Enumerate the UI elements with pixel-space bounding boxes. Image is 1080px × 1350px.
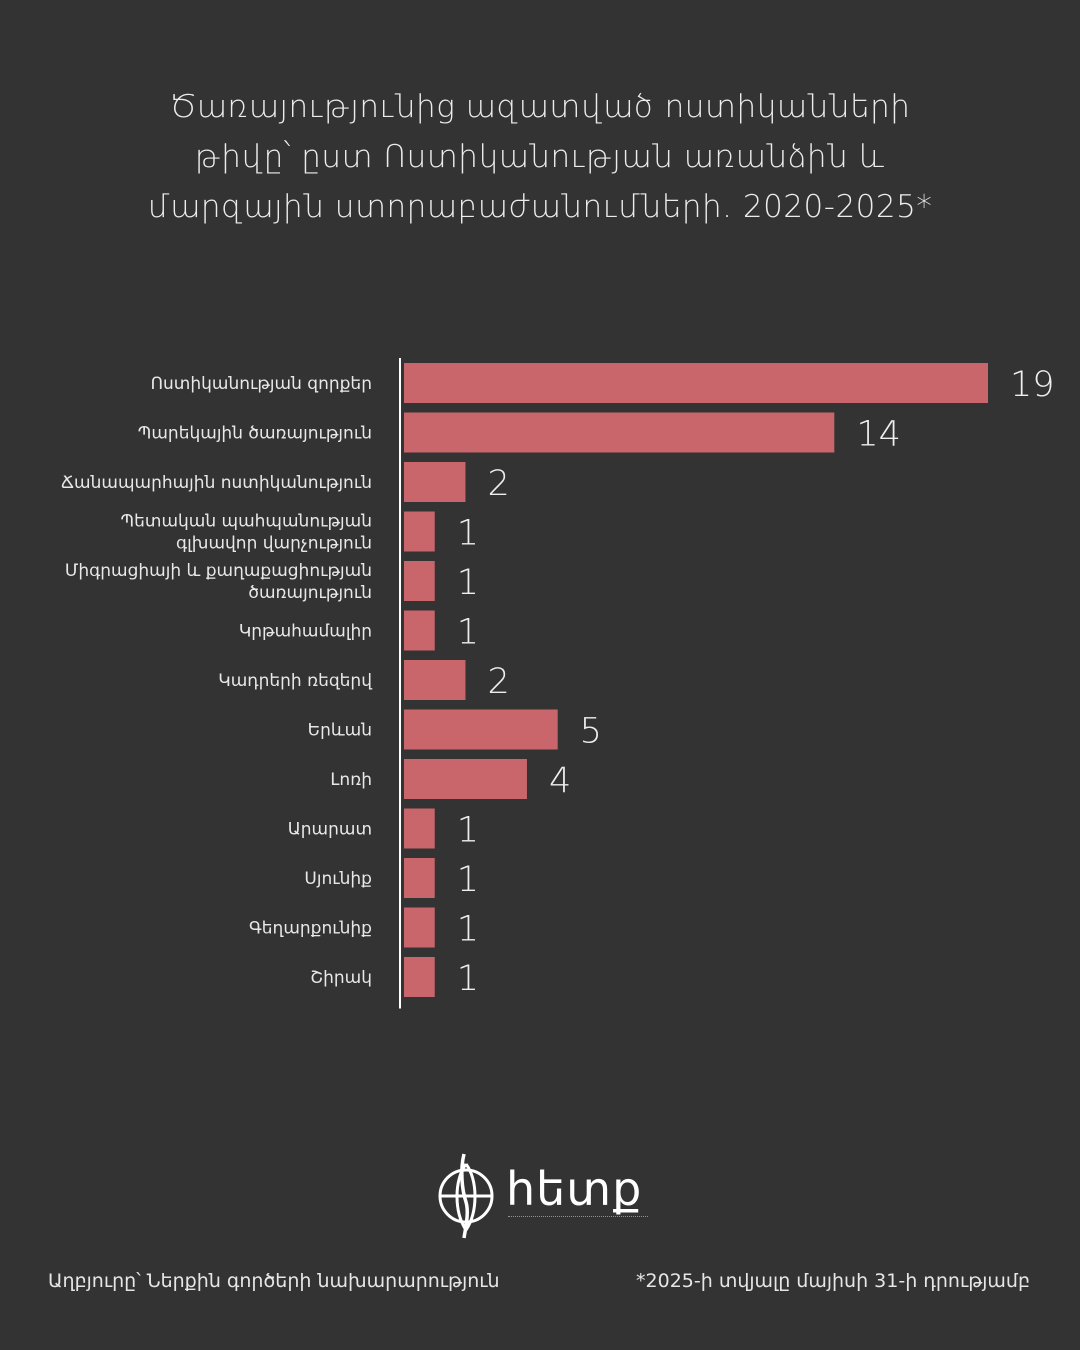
category-label-12: Գեղարքունիք <box>249 919 372 939</box>
data-label-10: 1 <box>457 811 479 851</box>
title-line-3: մարզային ստորաբաժանումների. 2020-2025* <box>147 189 933 225</box>
category-label-6: Կրթահամալիր <box>239 622 372 642</box>
data-label-12: 1 <box>457 910 479 950</box>
category-label-1: Ոստիկանության զորքեր <box>151 374 372 394</box>
category-label-9: Լոռի <box>330 770 372 790</box>
data-label-9: 4 <box>549 761 571 801</box>
data-label-3: 2 <box>487 464 509 504</box>
bar-12 <box>404 907 435 948</box>
bar-1 <box>404 363 988 403</box>
hetq-logo: հետք <box>436 1150 648 1242</box>
category-label-7: Կադրերի ռեզերվ <box>218 671 372 691</box>
date-footnote: *2025-ի տվյալը մայիսի 31-ի դրությամբ <box>636 1270 1030 1292</box>
title-line-1: Ծառայությունից ազատված ոստիկանների <box>169 89 911 125</box>
logo-underline <box>508 1216 648 1220</box>
category-label-3: Ճանապարհային ոստիկանություն <box>61 473 372 493</box>
title-line-2: թիվը՝ ըստ Ոստիկանության առանձին և <box>194 139 886 175</box>
category-label-8: Երևան <box>308 721 372 741</box>
bar-5 <box>404 561 435 601</box>
bar-7 <box>404 660 466 700</box>
bar-6 <box>404 610 435 651</box>
data-label-8: 5 <box>580 712 602 752</box>
data-label-2: 14 <box>856 415 901 455</box>
data-label-11: 1 <box>457 860 479 900</box>
bar-10 <box>404 808 435 849</box>
category-label-10: Արարատ <box>288 820 372 840</box>
bar-9 <box>404 759 527 799</box>
data-label-4: 1 <box>457 514 479 554</box>
bar-13 <box>404 957 435 997</box>
globe-pen-icon <box>438 1153 494 1239</box>
bar-11 <box>404 858 435 898</box>
data-label-5: 1 <box>457 563 479 603</box>
chart-title: Ծառայությունից ազատված ոստիկանների թիվը՝… <box>90 82 990 232</box>
bar-4 <box>404 511 435 552</box>
logo-text: հետք <box>506 1162 643 1216</box>
bar-8 <box>404 709 558 750</box>
data-label-7: 2 <box>487 662 509 702</box>
category-label-4-line-1: Պետական պահպանության <box>121 512 372 532</box>
category-label-11: Սյունիք <box>304 869 372 889</box>
category-label-5-line-1: Միգրացիայի և քաղաքացիության <box>65 561 372 581</box>
bar-2 <box>404 412 835 453</box>
source-note: Աղբյուրը՝ Ներքին գործերի նախարարություն <box>48 1270 500 1292</box>
category-label-2: Պարեկային ծառայություն <box>138 424 372 444</box>
data-label-6: 1 <box>457 613 479 653</box>
category-label-5-line-2: ծառայություն <box>248 583 372 603</box>
category-label-4-line-2: գլխավոր վարչություն <box>176 534 372 554</box>
data-label-13: 1 <box>457 959 479 999</box>
category-label-13: Շիրակ <box>310 968 372 988</box>
bar-3 <box>404 462 466 502</box>
data-label-1: 19 <box>1010 365 1055 405</box>
